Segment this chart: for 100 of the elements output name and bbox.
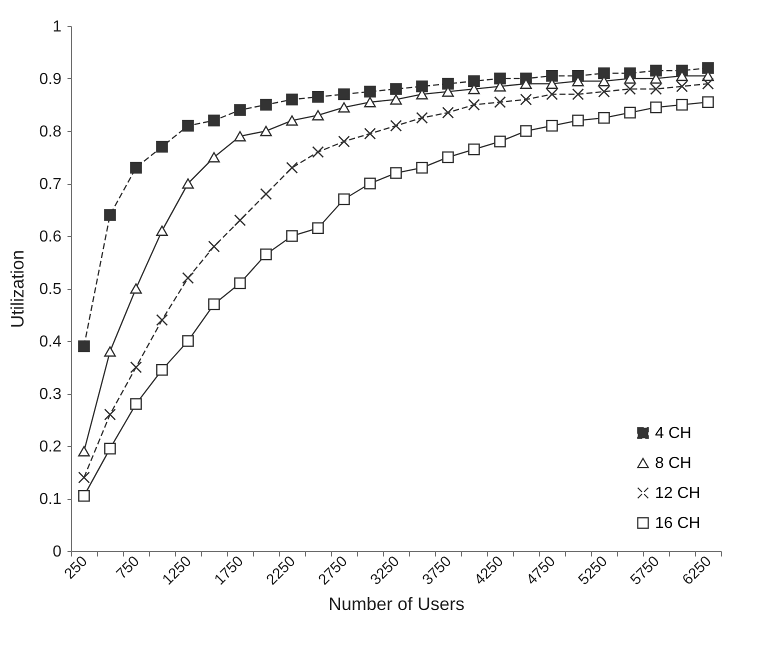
point (234, 214, 246, 226)
point (338, 193, 350, 206)
point (572, 88, 584, 100)
point (702, 96, 714, 108)
point (390, 94, 402, 105)
point (130, 398, 142, 410)
point (598, 86, 610, 98)
legend-label: 8 CH (655, 455, 692, 472)
point (104, 346, 116, 357)
point (364, 96, 376, 108)
point (208, 152, 220, 162)
point (598, 67, 610, 80)
point (494, 136, 506, 148)
y-tick-label: 0.1 (39, 491, 62, 508)
point (208, 240, 220, 252)
y-tick-label: 0.8 (39, 124, 62, 140)
legend-label: 4 CH (655, 425, 692, 442)
point (442, 151, 454, 164)
point (156, 314, 168, 326)
point (286, 115, 298, 126)
point (312, 110, 324, 120)
point (676, 98, 688, 111)
point (78, 340, 90, 352)
point (546, 88, 558, 100)
point (650, 101, 662, 114)
x-axis-title: Number of Users (328, 594, 465, 614)
point (546, 120, 558, 132)
point (468, 98, 480, 111)
point (468, 75, 480, 88)
point (286, 162, 298, 174)
point (338, 88, 350, 100)
point (234, 277, 246, 290)
point (234, 104, 246, 116)
point (182, 272, 194, 284)
point (364, 178, 376, 190)
point (208, 114, 220, 126)
point (182, 178, 194, 189)
y-tick-label: 0.9 (39, 71, 62, 88)
point (104, 408, 116, 420)
point (78, 472, 90, 484)
point (442, 106, 454, 119)
point (520, 125, 532, 137)
point (156, 140, 168, 153)
y-tick-label: 0.3 (39, 386, 62, 403)
point (260, 248, 272, 260)
point (624, 83, 636, 95)
point (702, 62, 714, 74)
point (650, 83, 662, 95)
point (130, 283, 142, 294)
point (260, 126, 272, 136)
point (468, 143, 480, 156)
point (260, 188, 272, 200)
point (572, 114, 584, 126)
point (416, 162, 428, 174)
point (390, 83, 402, 95)
y-tick-label: 0.6 (39, 228, 62, 246)
legend-label: 12 CH (655, 485, 700, 502)
point (312, 222, 324, 234)
point (650, 64, 662, 77)
point (312, 146, 324, 158)
point (702, 78, 714, 90)
point (442, 78, 454, 90)
point (104, 209, 116, 221)
y-tick-label: 0.7 (39, 176, 62, 193)
point (494, 96, 506, 108)
point (598, 112, 610, 124)
point (338, 136, 350, 148)
point (182, 120, 194, 132)
point (208, 298, 220, 310)
y-tick-label: 0.2 (39, 438, 62, 456)
point (286, 230, 298, 242)
point (364, 128, 376, 140)
y-axis-title: Utilization (7, 250, 28, 328)
point (234, 131, 246, 142)
y-tick-label: 0 (52, 544, 62, 560)
point (624, 106, 636, 119)
point (390, 120, 402, 132)
y-tick-label: 1 (52, 18, 62, 36)
point (494, 72, 506, 84)
point (416, 112, 428, 124)
x-tick-label: 250 (61, 552, 91, 583)
point (546, 70, 558, 82)
point (520, 94, 532, 106)
point (130, 361, 142, 374)
point (338, 102, 350, 113)
point (676, 80, 688, 92)
x-tick-label: 750 (113, 552, 143, 583)
point (286, 94, 298, 106)
point (104, 442, 116, 455)
legend-label: 16 CH (655, 515, 700, 532)
point (78, 490, 90, 502)
point (416, 80, 428, 92)
point (156, 226, 168, 236)
point (390, 167, 402, 179)
y-tick-label: 0.5 (39, 281, 62, 298)
point (312, 90, 324, 103)
point (78, 446, 90, 456)
point (130, 162, 142, 174)
y-tick-label: 0.4 (39, 334, 62, 350)
point (260, 98, 272, 111)
